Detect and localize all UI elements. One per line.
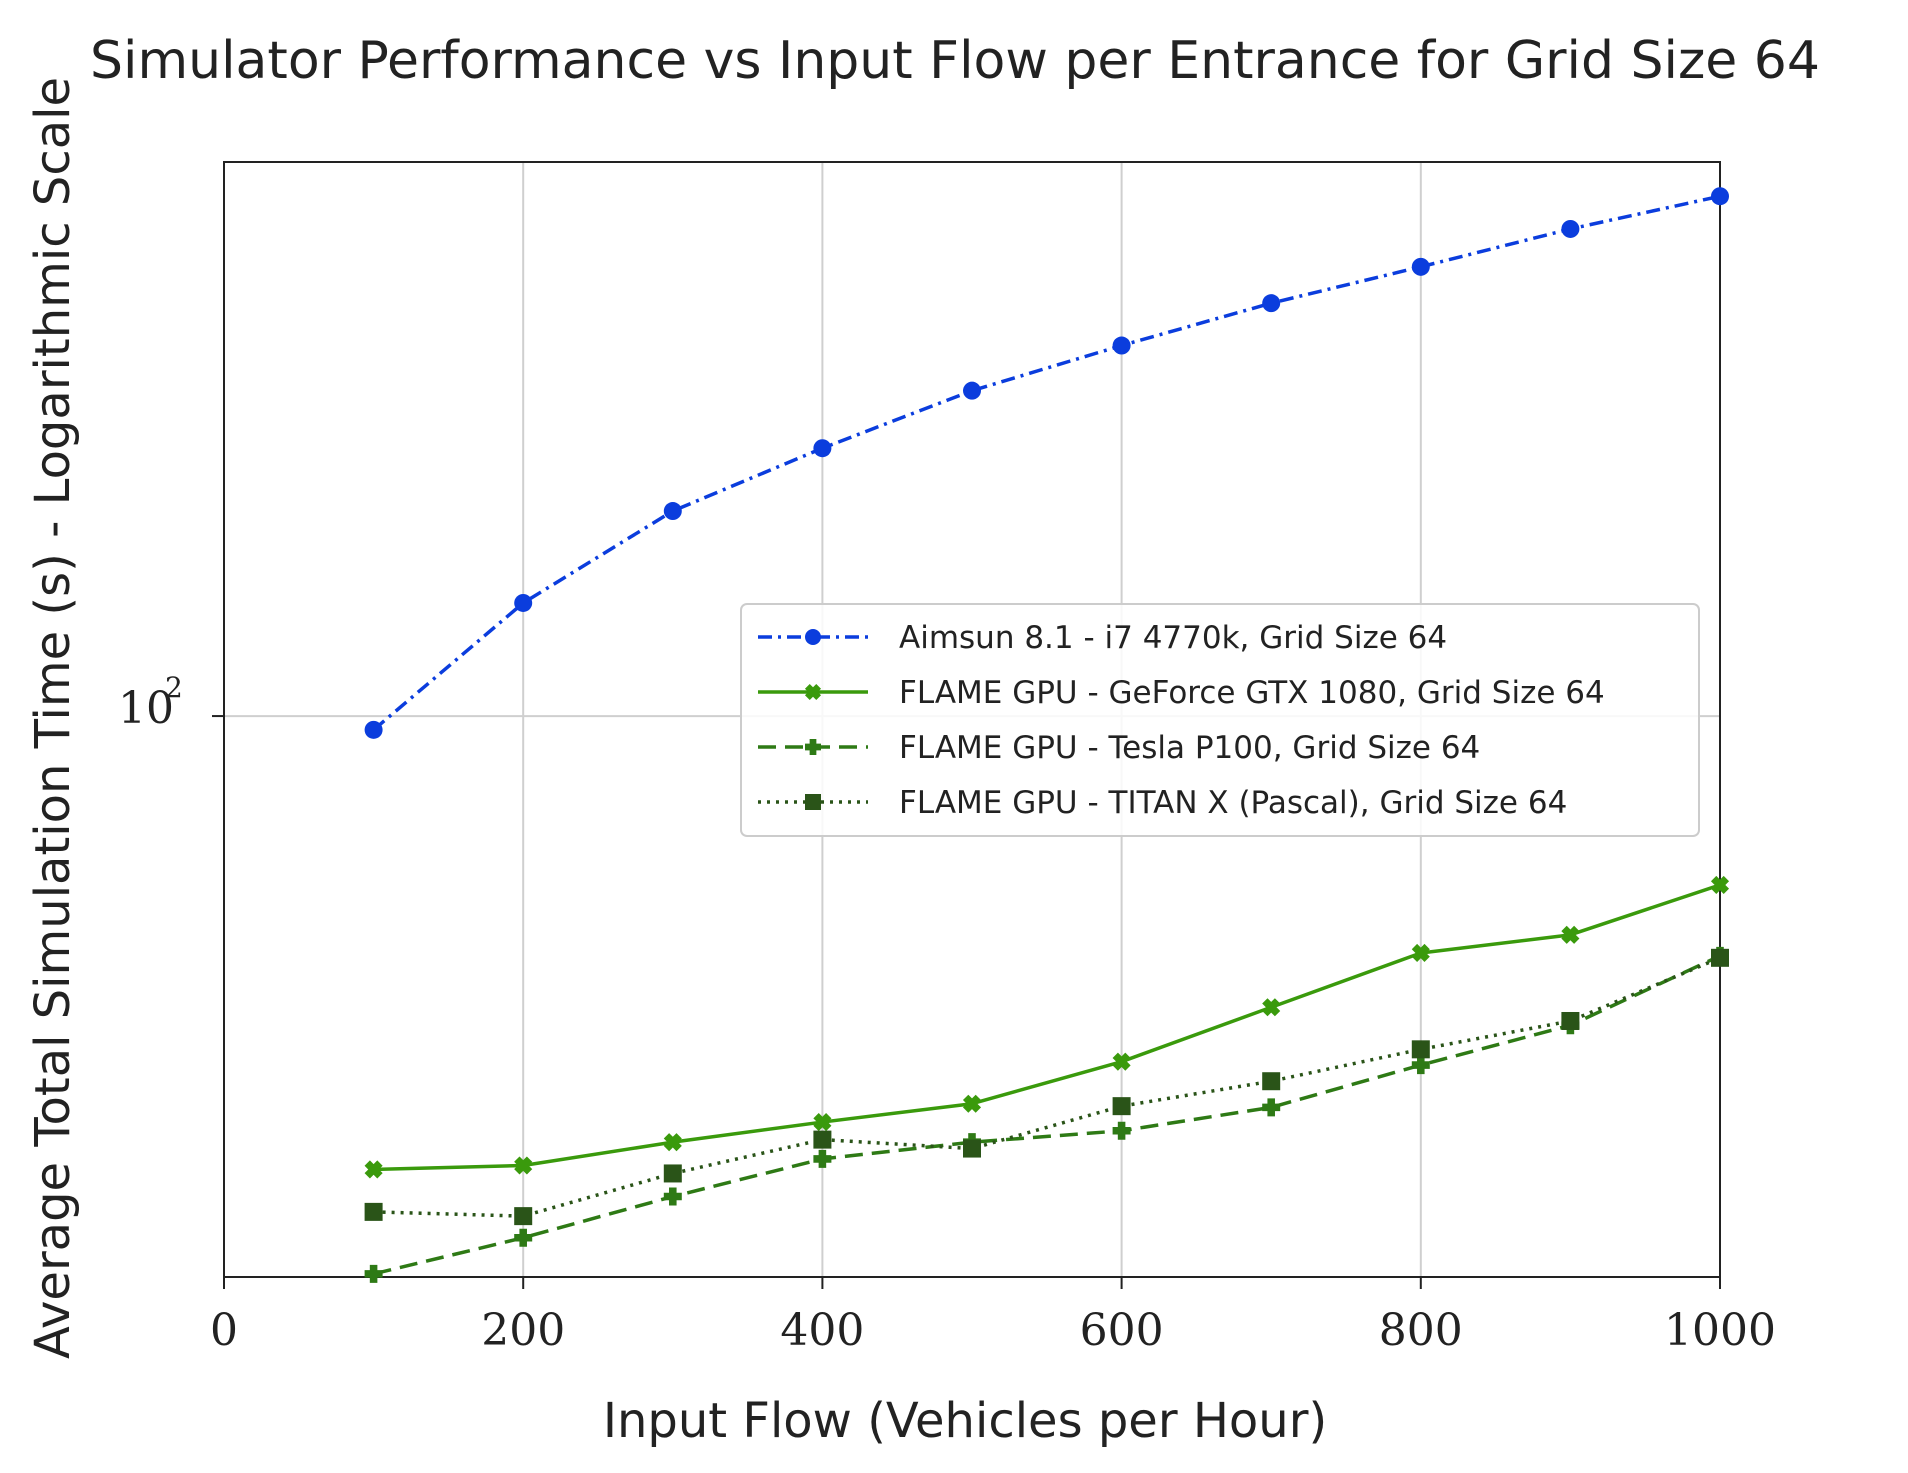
data-point-circle: [514, 593, 533, 612]
data-point-circle: [963, 381, 981, 400]
data-point-plus-filled: [1262, 1098, 1281, 1117]
y-tick-label-base: 10: [118, 683, 174, 734]
legend-entry: Aimsun 8.1 - i7 4770k, Grid Size 64: [758, 620, 1447, 656]
legend-entries: Aimsun 8.1 - i7 4770k, Grid Size 64 FLAME…: [758, 620, 1605, 821]
y-axis-label: Average Total Simulation Time (s) - Loga…: [25, 77, 81, 1359]
data-point-plus-filled: [805, 739, 821, 755]
legend: Aimsun 8.1 - i7 4770k, Grid Size 64 FLAME…: [740, 603, 1700, 837]
data-point-circle: [1262, 294, 1281, 313]
data-point-x-filled: [1561, 925, 1580, 944]
data-point-plus-filled: [813, 1149, 832, 1168]
data-point-plus-filled: [1112, 1121, 1131, 1140]
x-tick-label: 600: [1080, 1305, 1164, 1356]
x-tick-label: 0: [210, 1305, 238, 1356]
data-point-plus-filled: [1411, 1056, 1430, 1075]
legend-label: Aimsun 8.1 - i7 4770k, Grid Size 64: [899, 620, 1447, 656]
y-tick-label-100: 10 2: [118, 671, 183, 734]
data-point-circle: [663, 502, 682, 521]
data-point-plus-filled: [663, 1187, 682, 1206]
data-point-square: [1561, 1011, 1580, 1030]
data-point-circle: [1711, 187, 1729, 206]
data-point-square: [813, 1130, 832, 1149]
x-tick-labels: 0 200 400 600 800 1000: [210, 1305, 1776, 1356]
data-point-x-filled: [962, 1094, 982, 1113]
data-point-plus-filled: [514, 1228, 533, 1247]
data-point-square: [963, 1139, 981, 1158]
data-point-square: [364, 1202, 383, 1221]
series-line: [373, 954, 1721, 1276]
series-line: [372, 194, 1721, 732]
data-point-x-filled: [663, 1133, 682, 1152]
data-point-square: [1711, 948, 1729, 967]
data-point-circle: [1561, 219, 1580, 238]
series-group: [364, 187, 1730, 1283]
chart-title: Simulator Performance vs Input Flow per …: [90, 31, 1820, 91]
data-point-x-filled: [514, 1156, 533, 1175]
data-point-square: [1262, 1072, 1281, 1091]
axis-ticks: [212, 715, 1721, 1289]
series-line: [373, 956, 1721, 1218]
data-point-square: [805, 794, 821, 810]
data-point-square: [514, 1207, 533, 1226]
legend-box: [740, 603, 1700, 837]
x-tick-label: 400: [780, 1305, 864, 1356]
legend-label: FLAME GPU - Tesla P100, Grid Size 64: [899, 730, 1480, 766]
data-point-plus-filled: [364, 1264, 383, 1283]
x-axis-label: Input Flow (Vehicles per Hour): [603, 1393, 1327, 1449]
data-point-square: [663, 1164, 682, 1183]
legend-entry: FLAME GPU - Tesla P100, Grid Size 64: [758, 730, 1480, 766]
series-4: [364, 948, 1729, 1226]
series-2: [364, 875, 1730, 1179]
data-point-x-filled: [1411, 943, 1430, 963]
plot-area-frame: [223, 161, 1721, 1278]
data-point-square: [1112, 1097, 1131, 1116]
x-tick-label: 800: [1379, 1305, 1463, 1356]
data-point-circle: [1411, 257, 1430, 276]
data-point-x-filled: [1112, 1052, 1131, 1071]
x-tick-label: 200: [481, 1305, 565, 1356]
series-line: [373, 883, 1721, 1172]
data-point-x-filled: [1710, 875, 1730, 894]
data-point-x-filled: [804, 683, 822, 701]
legend-entry: FLAME GPU - TITAN X (Pascal), Grid Size …: [758, 785, 1567, 821]
data-point-x-filled: [813, 1113, 832, 1132]
data-point-circle: [805, 629, 821, 645]
series-1: [364, 187, 1729, 739]
legend-label: FLAME GPU - TITAN X (Pascal), Grid Size …: [899, 785, 1567, 821]
data-point-circle: [364, 720, 383, 739]
data-point-x-filled: [364, 1160, 383, 1179]
data-point-circle: [813, 439, 832, 458]
data-point-square: [1411, 1040, 1430, 1059]
x-tick-label: 1000: [1664, 1305, 1776, 1356]
y-tick-label-exponent: 2: [165, 671, 183, 704]
legend-label: FLAME GPU - GeForce GTX 1080, Grid Size …: [899, 675, 1605, 711]
data-point-x-filled: [1262, 998, 1281, 1017]
data-point-circle: [1112, 336, 1131, 355]
legend-entry: FLAME GPU - GeForce GTX 1080, Grid Size …: [758, 675, 1605, 711]
